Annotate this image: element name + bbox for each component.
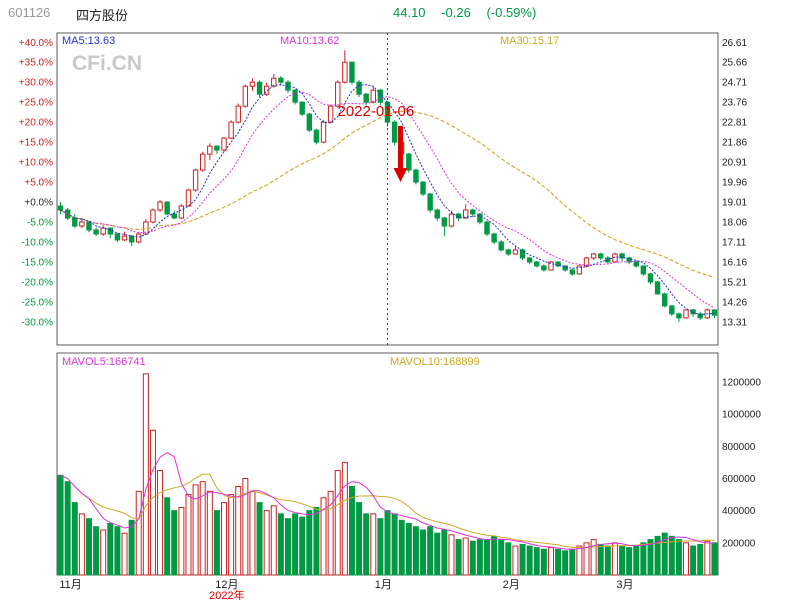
annotation-arrow-head	[393, 168, 408, 182]
price-axis-label: 23.76	[722, 98, 747, 109]
price-axes: +40.0% 26.61 +35.0% 25.66 +30.0% 24.71 +25.0% 2…	[19, 38, 748, 329]
year-label: 2022年	[209, 588, 244, 600]
ma30-line	[60, 110, 715, 278]
pct-axis-label: +5.0%	[24, 178, 53, 189]
pct-axis-label: +25.0%	[19, 98, 53, 109]
mavol5-line	[60, 452, 715, 550]
ma10-line	[60, 91, 715, 309]
price-axis-label: 19.01	[722, 198, 747, 209]
ma-label: MA5:13.63	[62, 35, 115, 47]
ma5-line	[60, 84, 715, 316]
month-label: 1月	[375, 579, 392, 591]
mavol-label: MAVOL10:168899	[390, 356, 480, 368]
price-axis-label: 25.66	[722, 58, 747, 69]
volume-axis-label: 400000	[722, 506, 756, 517]
volume-bars-group	[57, 373, 718, 576]
mavol-lines-group	[60, 452, 715, 550]
price-axis-label: 21.86	[722, 138, 747, 149]
stock-code: 601126	[8, 5, 51, 20]
mavol-label: MAVOL5:166741	[62, 356, 146, 368]
mavol10-line	[60, 473, 715, 549]
month-label: 11月	[59, 579, 81, 591]
price-axis-label: 19.96	[722, 178, 747, 189]
volume-axis-label: 1200000	[722, 377, 761, 388]
month-label: 3月	[616, 579, 633, 591]
price-axis-label: 26.61	[722, 38, 747, 49]
month-label: 12月	[215, 579, 238, 591]
price-axis-label: 18.06	[722, 218, 747, 229]
pct-axis-label: +40.0%	[19, 38, 53, 49]
volume-axis-label: 800000	[722, 442, 756, 453]
time-axis: 11月 12月 1月 2月 3月 2022年	[59, 579, 633, 600]
volume-axis-label: 600000	[722, 474, 756, 485]
quote-group: 44.10 -0.26 (-0.59%)	[393, 5, 548, 20]
price-axis-label: 24.71	[722, 78, 747, 89]
pct-axis-label: +10.0%	[19, 158, 53, 169]
ma-lines-group	[60, 84, 715, 316]
price-axis-label: 14.26	[722, 297, 747, 308]
pct-axis-label: -25.0%	[21, 297, 53, 308]
pct-axis-label: +35.0%	[19, 58, 53, 69]
ma-label: MA30:15.17	[500, 35, 559, 47]
price-axis-label: 20.91	[722, 158, 747, 169]
pct-axis-label: +20.0%	[19, 118, 53, 129]
ma-label: MA10:13.62	[280, 35, 339, 47]
last-price: 44.10	[393, 5, 426, 20]
pct-axis-label: -30.0%	[21, 317, 53, 328]
volume-axis-label: 1000000	[722, 410, 761, 421]
price-axis-label: 17.11	[722, 237, 747, 248]
pct-axis-label: -15.0%	[21, 257, 53, 268]
volume-axis-label: 200000	[722, 538, 756, 549]
price-axis-label: 22.81	[722, 118, 747, 129]
pct-axis-label: +15.0%	[19, 138, 53, 149]
month-label: 2月	[503, 579, 520, 591]
stock-name: 四方股份	[76, 8, 129, 23]
pct-axis-label: -20.0%	[21, 277, 53, 288]
date-annotation: 2022-01-06	[338, 103, 415, 120]
pct-axis-label: -10.0%	[21, 237, 53, 248]
pct-axis-label: +30.0%	[19, 78, 53, 89]
price-axis-label: 16.16	[722, 257, 747, 268]
pct-axis-label: +0.0%	[24, 198, 53, 209]
price-change-pct: (-0.59%)	[486, 5, 537, 20]
pct-axis-label: -5.0%	[27, 218, 53, 229]
candlesticks-group	[57, 50, 718, 322]
price-change: -0.26	[441, 5, 471, 20]
volume-axis: 1200000 1000000 800000 600000 400000 200000	[722, 377, 761, 549]
price-axis-label: 13.31	[722, 317, 747, 328]
watermark: CFi.CN	[72, 52, 142, 75]
price-axis-label: 15.21	[722, 277, 747, 288]
header: 601126 四方股份 44.10 -0.26 (-0.59%)	[0, 5, 800, 27]
